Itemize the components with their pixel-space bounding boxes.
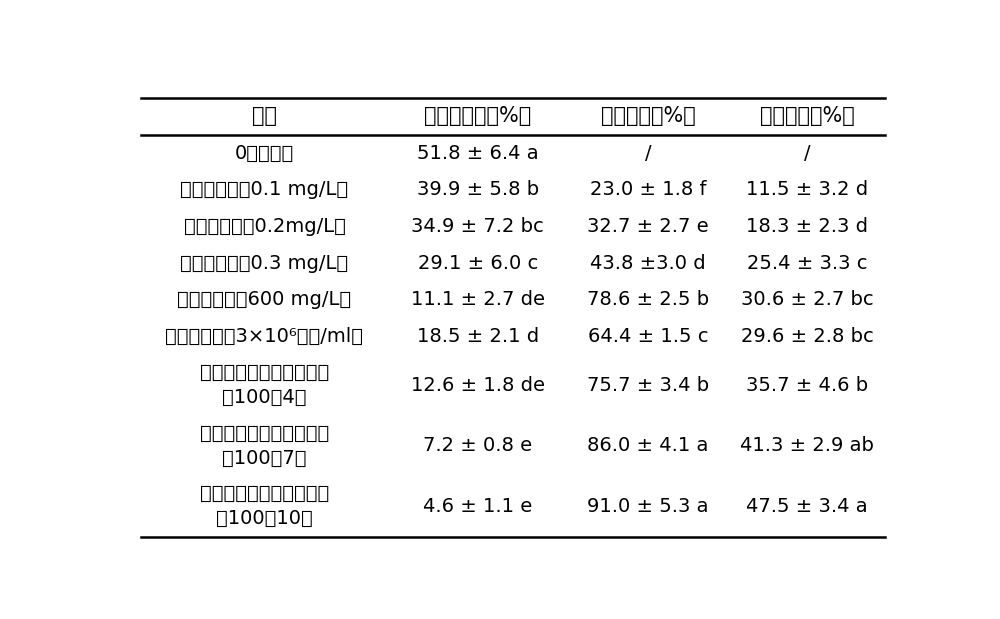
Text: 34.9 ± 7.2 bc: 34.9 ± 7.2 bc: [411, 217, 544, 236]
Text: 增产效果（%）: 增产效果（%）: [760, 106, 854, 126]
Text: 4.6 ± 1.1 e: 4.6 ± 1.1 e: [423, 497, 532, 516]
Text: 11.1 ± 2.7 de: 11.1 ± 2.7 de: [411, 290, 545, 310]
Text: 7.2 ± 0.8 e: 7.2 ± 0.8 e: [423, 436, 532, 456]
Text: 23.0 ± 1.8 f: 23.0 ± 1.8 f: [590, 180, 706, 199]
Text: 64.4 ± 1.5 c: 64.4 ± 1.5 c: [588, 327, 708, 346]
Text: 18.3 ± 2.3 d: 18.3 ± 2.3 d: [746, 217, 868, 236]
Text: 11.5 ± 3.2 d: 11.5 ± 3.2 d: [746, 180, 868, 199]
Text: 47.5 ± 3.4 a: 47.5 ± 3.4 a: [746, 497, 868, 516]
Text: 43.8 ±3.0 d: 43.8 ±3.0 d: [590, 254, 706, 273]
Text: 41.3 ± 2.9 ab: 41.3 ± 2.9 ab: [740, 436, 874, 456]
Text: 39.9 ± 5.8 b: 39.9 ± 5.8 b: [417, 180, 539, 199]
Text: 18.5 ± 2.1 d: 18.5 ± 2.1 d: [417, 327, 539, 346]
Text: 哈茨木霉菌：苯醚甲环唑
（100：7）: 哈茨木霉菌：苯醚甲环唑 （100：7）: [200, 424, 329, 468]
Text: 32.7 ± 2.7 e: 32.7 ± 2.7 e: [587, 217, 709, 236]
Text: 平均发病率（%）: 平均发病率（%）: [424, 106, 531, 126]
Text: /: /: [804, 144, 810, 163]
Text: 91.0 ± 5.3 a: 91.0 ± 5.3 a: [587, 497, 709, 516]
Text: 哈茨木霉菌（3×10⁶孢子/ml）: 哈茨木霉菌（3×10⁶孢子/ml）: [166, 327, 364, 346]
Text: /: /: [645, 144, 651, 163]
Text: 苯醚甲环唑（0.1 mg/L）: 苯醚甲环唑（0.1 mg/L）: [180, 180, 349, 199]
Text: 苯醚甲环唑（0.3 mg/L）: 苯醚甲环唑（0.3 mg/L）: [180, 254, 349, 273]
Text: 0（清水）: 0（清水）: [235, 144, 294, 163]
Text: 哈茨木霉菌：苯醚甲环唑
（100：10）: 哈茨木霉菌：苯醚甲环唑 （100：10）: [200, 484, 329, 529]
Text: 苯醚甲环唑（0.2mg/L）: 苯醚甲环唑（0.2mg/L）: [184, 217, 345, 236]
Text: 苯醚甲环唑（600 mg/L）: 苯醚甲环唑（600 mg/L）: [177, 290, 352, 310]
Text: 29.6 ± 2.8 bc: 29.6 ± 2.8 bc: [741, 327, 873, 346]
Text: 处理: 处理: [252, 106, 277, 126]
Text: 12.6 ± 1.8 de: 12.6 ± 1.8 de: [411, 376, 545, 395]
Text: 30.6 ± 2.7 bc: 30.6 ± 2.7 bc: [741, 290, 873, 310]
Text: 29.1 ± 6.0 c: 29.1 ± 6.0 c: [418, 254, 538, 273]
Text: 25.4 ± 3.3 c: 25.4 ± 3.3 c: [747, 254, 867, 273]
Text: 86.0 ± 4.1 a: 86.0 ± 4.1 a: [587, 436, 709, 456]
Text: 75.7 ± 3.4 b: 75.7 ± 3.4 b: [587, 376, 709, 395]
Text: 哈茨木霉菌：苯醚甲环唑
（100：4）: 哈茨木霉菌：苯醚甲环唑 （100：4）: [200, 363, 329, 407]
Text: 78.6 ± 2.5 b: 78.6 ± 2.5 b: [587, 290, 709, 310]
Text: 35.7 ± 4.6 b: 35.7 ± 4.6 b: [746, 376, 868, 395]
Text: 51.8 ± 6.4 a: 51.8 ± 6.4 a: [417, 144, 538, 163]
Text: 防治效果（%）: 防治效果（%）: [601, 106, 696, 126]
